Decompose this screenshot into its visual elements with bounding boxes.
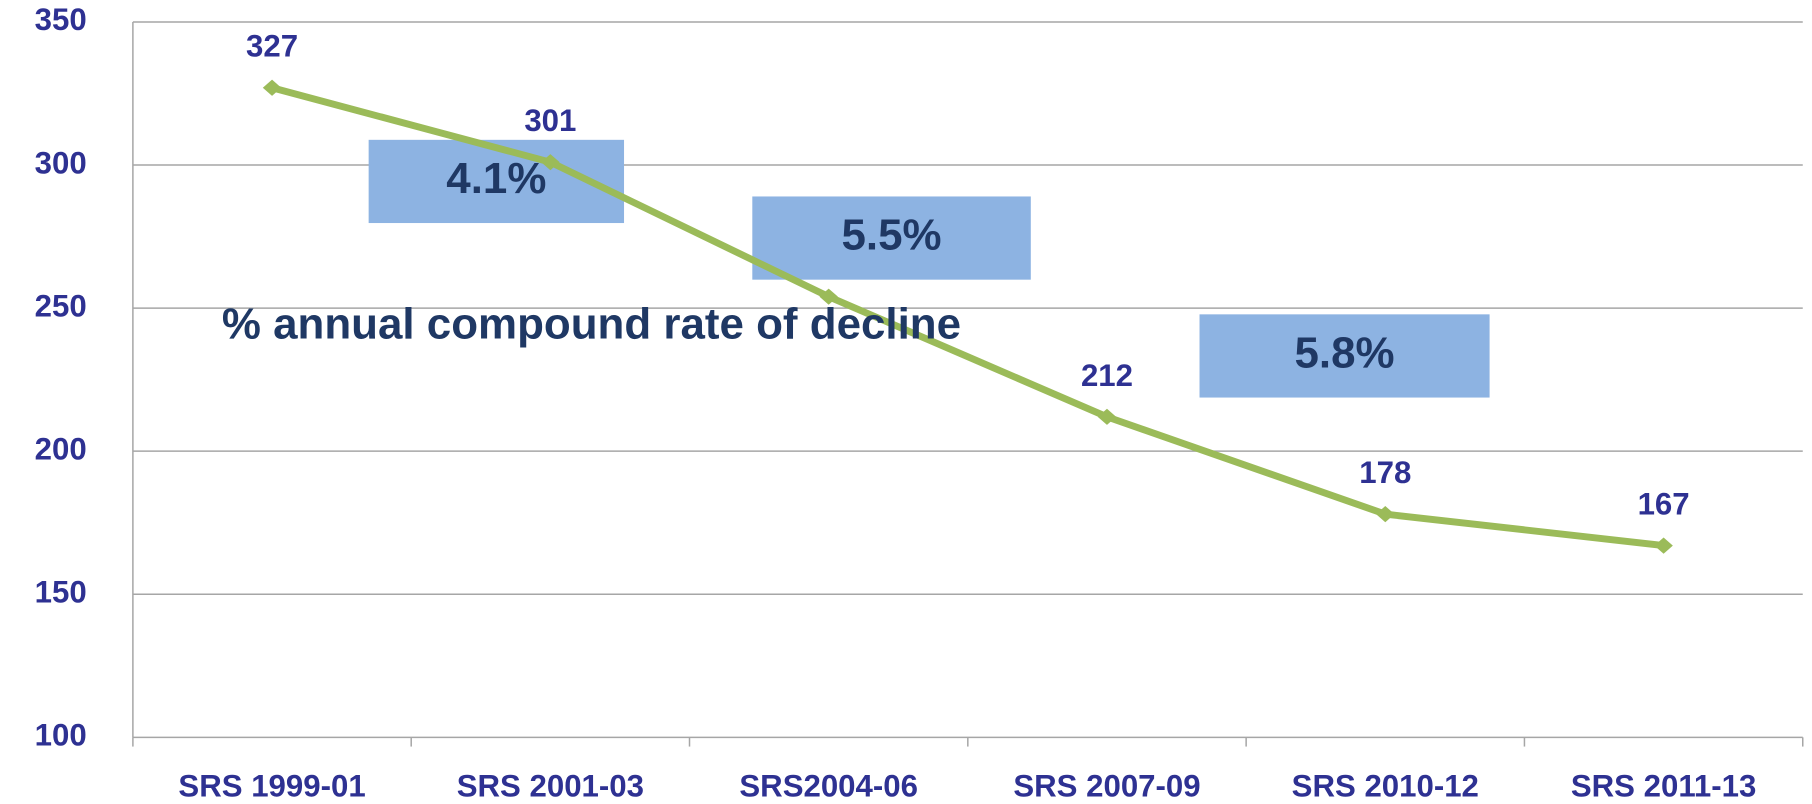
- point: [1654, 537, 1673, 554]
- data-label: 178: [1359, 455, 1411, 490]
- y-tick-label: 200: [35, 431, 87, 466]
- y-tick-label: 100: [35, 718, 87, 753]
- y-tick-label: 350: [35, 2, 87, 37]
- y-tick-label: 250: [35, 288, 87, 323]
- annotation-box: [752, 196, 1031, 280]
- data-label: 212: [1081, 358, 1133, 393]
- x-tick-label: SRS 2010-12: [1292, 768, 1479, 803]
- annotation: % annual compound rate of decline: [222, 300, 961, 349]
- annotation-box: [368, 139, 625, 224]
- y-tick-label: 300: [35, 145, 87, 180]
- x-tick-label: SRS 2007-09: [1013, 768, 1200, 803]
- x-tick-label: SRS2004-06: [739, 768, 918, 803]
- data-label: 301: [524, 103, 576, 138]
- x-tick-label: SRS 2011-13: [1571, 768, 1757, 803]
- annotation: 5.5%: [842, 211, 942, 260]
- data-label: 167: [1638, 487, 1690, 522]
- point: [1376, 506, 1395, 523]
- data-label: 327: [246, 29, 298, 64]
- point: [262, 79, 282, 96]
- x-tick-label: SRS 1999-01: [178, 768, 365, 803]
- annotation: 5.8%: [1295, 329, 1395, 378]
- x-tick-label: SRS 2001-03: [457, 768, 644, 803]
- line: [271, 84, 1664, 550]
- annotation-box: [1199, 314, 1490, 398]
- annotation: 4.1%: [446, 154, 546, 203]
- point: [819, 288, 838, 305]
- y-tick-label: 150: [35, 574, 87, 609]
